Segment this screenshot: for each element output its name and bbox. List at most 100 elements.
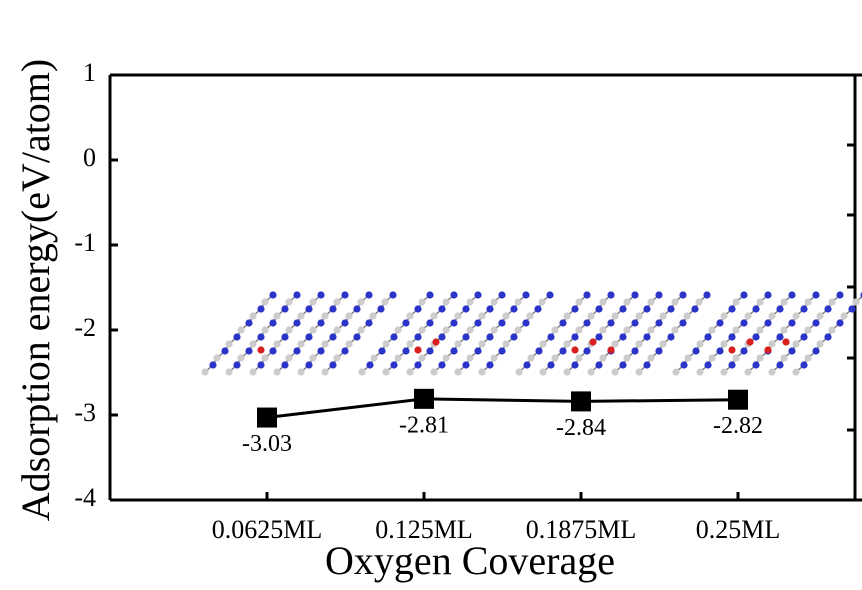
atom: [551, 326, 559, 334]
atom: [804, 326, 812, 334]
atom: [273, 312, 281, 320]
atom: [812, 347, 820, 355]
atom: [293, 291, 301, 299]
atom: [732, 354, 740, 362]
atom: [611, 312, 619, 320]
atom: [474, 347, 482, 355]
atom: [635, 340, 643, 348]
atom: [249, 312, 257, 320]
atom: [672, 368, 680, 376]
atom: [381, 298, 389, 306]
atom: [333, 298, 341, 306]
atom: [406, 312, 414, 320]
atom: [237, 326, 245, 334]
atom: [442, 326, 450, 334]
oxygen-atom: [589, 338, 597, 346]
atom: [402, 319, 410, 327]
atom: [679, 319, 687, 327]
atom: [378, 347, 386, 355]
atom: [523, 361, 531, 369]
atom: [462, 361, 470, 369]
atom: [225, 340, 233, 348]
atom: [281, 333, 289, 341]
atom: [583, 291, 591, 299]
atom: [285, 326, 293, 334]
atom: [708, 354, 716, 362]
atom: [720, 340, 728, 348]
atom: [406, 340, 414, 348]
oxygen-atom: [414, 346, 422, 354]
atom: [498, 291, 506, 299]
atom: [768, 340, 776, 348]
atom: [438, 361, 446, 369]
atom: [498, 319, 506, 327]
atom: [466, 326, 474, 334]
atom: [647, 354, 655, 362]
atom: [563, 312, 571, 320]
atom: [522, 319, 530, 327]
atom: [680, 361, 688, 369]
atom: [514, 326, 522, 334]
atom: [233, 361, 241, 369]
atom: [261, 326, 269, 334]
y-tick-label: 1: [83, 58, 96, 87]
atom: [756, 298, 764, 306]
atom: [563, 368, 571, 376]
atom: [438, 305, 446, 313]
y-axis-title: Adsorption energy(eV/atom): [13, 59, 58, 521]
atom: [643, 361, 651, 369]
atom: [333, 354, 341, 362]
atom: [414, 333, 422, 341]
atom: [261, 354, 269, 362]
atom: [514, 298, 522, 306]
atom: [756, 354, 764, 362]
value-label: -3.03: [242, 431, 292, 457]
atom: [365, 291, 373, 299]
atom: [671, 298, 679, 306]
oxygen-atom: [607, 346, 615, 354]
atom: [828, 298, 836, 306]
atom: [414, 305, 422, 313]
atom: [816, 340, 824, 348]
atom: [720, 368, 728, 376]
atom: [366, 361, 374, 369]
atom: [768, 312, 776, 320]
atom: [317, 347, 325, 355]
atom: [776, 305, 784, 313]
atom: [587, 368, 595, 376]
atom: [426, 347, 434, 355]
atom: [792, 368, 800, 376]
atom: [394, 354, 402, 362]
atom: [498, 347, 506, 355]
atom: [595, 305, 603, 313]
atom: [583, 319, 591, 327]
atom: [780, 354, 788, 362]
atom: [696, 340, 704, 348]
atom: [788, 347, 796, 355]
atom: [333, 326, 341, 334]
atom: [836, 319, 844, 327]
atom: [357, 298, 365, 306]
atom: [667, 333, 675, 341]
marker: [257, 407, 277, 428]
atom: [249, 340, 257, 348]
y-tick-label: 0: [83, 143, 96, 172]
atom: [655, 291, 663, 299]
atom: [667, 305, 675, 313]
atom: [611, 368, 619, 376]
oxygen-atom: [257, 346, 265, 354]
atom: [691, 305, 699, 313]
atom: [792, 312, 800, 320]
atom: [370, 354, 378, 362]
atom: [704, 361, 712, 369]
atom: [454, 368, 462, 376]
atom: [402, 347, 410, 355]
atom: [345, 312, 353, 320]
atom: [249, 368, 257, 376]
atom: [840, 312, 848, 320]
marker: [571, 391, 591, 412]
atom: [486, 333, 494, 341]
atom: [478, 312, 486, 320]
oxygen-atom: [782, 338, 790, 346]
